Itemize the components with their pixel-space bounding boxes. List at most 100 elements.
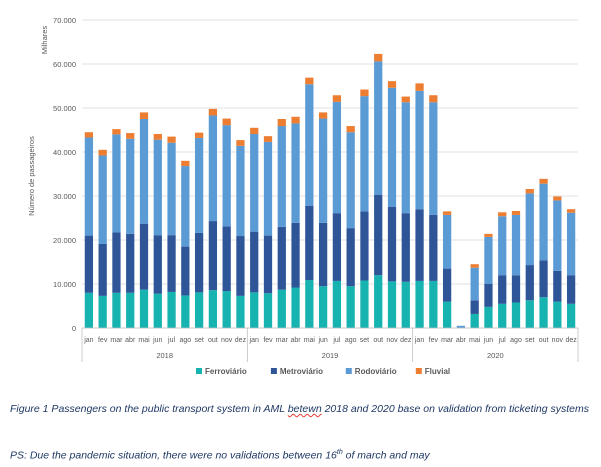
bar-segment-ferrovirio: [484, 306, 493, 328]
bar-segment-fluvial: [139, 112, 149, 119]
x-tick-label: dez: [235, 337, 247, 344]
bar-segment-rodovirio: [429, 102, 438, 215]
bar-segment-rodovirio: [167, 142, 176, 236]
legend-label: Rodoviário: [355, 367, 397, 376]
bar-segment-ferrovirio: [139, 289, 149, 328]
bar-segment-ferrovirio: [387, 281, 397, 328]
bar-segment-rodovirio: [98, 155, 107, 244]
bar-segment-rodovirio: [250, 133, 259, 232]
bar-segment-rodovirio: [566, 212, 576, 276]
bar-segment-fluvial: [525, 188, 534, 194]
axes: 0 10.000 20.000 30.000 40.000 50.000 60.000 70.…: [53, 16, 579, 362]
x-tick-label: set: [525, 337, 534, 344]
x-tick-label: fev: [263, 337, 273, 344]
bar-segment-rodovirio: [511, 214, 521, 276]
bar-segment-metrovirio: [415, 209, 424, 281]
bar-segment-metrovirio: [126, 233, 135, 293]
bar-segment-ferrovirio: [318, 286, 328, 328]
bar-segment-fluvial: [442, 211, 452, 215]
x-tick-label: fev: [98, 337, 108, 344]
bar-segment-ferrovirio: [566, 303, 576, 328]
bar-segment-ferrovirio: [374, 275, 383, 328]
bar-segment-fluvial: [208, 108, 218, 116]
bar-segment-metrovirio: [525, 265, 534, 301]
bar-segment-metrovirio: [250, 231, 259, 293]
y-tick-label: 50.000: [53, 104, 76, 113]
year-label: 2020: [487, 351, 504, 360]
x-tick-label: jan: [83, 337, 93, 344]
bar-segment-metrovirio: [332, 213, 342, 281]
bar-segment-metrovirio: [236, 236, 245, 296]
y-tick-label: 0: [72, 324, 76, 333]
bar-segment-metrovirio: [139, 223, 149, 290]
legend: Ferroviário Metroviário Rodoviário Fluvial: [196, 367, 450, 376]
bar-segment-rodovirio: [291, 123, 300, 223]
bar-segment-rodovirio: [415, 90, 424, 210]
bar-segment-rodovirio: [277, 126, 286, 227]
bar-segment-rodovirio: [374, 61, 383, 195]
bar-segment-rodovirio: [498, 216, 507, 276]
x-tick-label: ago: [510, 337, 522, 344]
bar-segment-rodovirio: [346, 132, 355, 229]
bar-segment-rodovirio: [525, 193, 534, 266]
bar-segment-fluvial: [498, 212, 507, 217]
y-axis-unit: Milhares: [40, 26, 49, 55]
bar-segment-fluvial: [539, 178, 548, 184]
x-tick-label: fev: [429, 337, 439, 344]
caption-misspelled-word: betewn: [287, 403, 322, 415]
bar-segment-fluvial: [566, 209, 576, 213]
bar-segment-metrovirio: [167, 235, 176, 292]
year-label: 2018: [156, 351, 173, 360]
bar-segment-ferrovirio: [360, 280, 369, 328]
x-tick-label: jul: [332, 337, 340, 344]
bar-segment-rodovirio: [181, 166, 190, 247]
legend-label: Ferroviário: [205, 367, 247, 376]
bar-segment-metrovirio: [208, 221, 218, 291]
bar-segment-ferrovirio: [401, 281, 410, 328]
bar-segment-metrovirio: [305, 205, 314, 281]
x-tick-label: abr: [125, 337, 136, 344]
x-tick-label: jan: [414, 337, 424, 344]
bar-segment-metrovirio: [346, 228, 355, 287]
bar-segment-fluvial: [332, 95, 342, 102]
bar-segment-metrovirio: [374, 194, 383, 276]
bar-segment-rodovirio: [442, 214, 452, 269]
stacked-bar-chart: 0 10.000 20.000 30.000 40.000 50.000 60.000 70.…: [27, 16, 579, 376]
bar-segment-ferrovirio: [98, 295, 107, 328]
bar-segment-ferrovirio: [442, 301, 452, 328]
x-tick-label: mai: [469, 337, 481, 344]
legend-label: Fluvial: [425, 367, 450, 376]
bar-segment-metrovirio: [401, 213, 410, 282]
bar-segment-metrovirio: [539, 260, 548, 298]
figure-caption: Figure 1 Passengers on the public transp…: [10, 402, 590, 416]
bar-segment-fluvial: [553, 196, 562, 201]
x-tick-label: dez: [400, 337, 412, 344]
x-tick-label: set: [360, 337, 369, 344]
bar-segment-rodovirio: [401, 102, 410, 214]
bar-segment-ferrovirio: [181, 295, 190, 328]
bar-segment-ferrovirio: [415, 280, 424, 328]
bar-segment-metrovirio: [153, 235, 162, 294]
bar-segment-ferrovirio: [291, 287, 300, 328]
bar-segment-rodovirio: [539, 183, 548, 261]
bar-segment-rodovirio: [236, 145, 245, 237]
x-tick-label: nov: [552, 337, 564, 344]
bar-segment-ferrovirio: [553, 301, 562, 328]
bar-segment-fluvial: [126, 133, 135, 139]
bar-segment-fluvial: [415, 83, 424, 91]
x-tick-label: out: [373, 337, 383, 344]
legend-label: Metroviário: [280, 367, 323, 376]
ps-note: PS: Due the pandemic situation, there we…: [10, 446, 590, 463]
bar-segment-ferrovirio: [539, 297, 548, 328]
bar-segment-rodovirio: [360, 96, 369, 212]
bar-segment-rodovirio: [305, 84, 314, 206]
bar-segment-ferrovirio: [263, 293, 273, 328]
bar-segment-ferrovirio: [112, 292, 121, 328]
legend-swatch: [345, 368, 352, 374]
bar-segment-ferrovirio: [470, 313, 479, 328]
bar-segment-metrovirio: [112, 232, 121, 293]
ps-prefix: PS: Due the pandemic situation, there we…: [10, 449, 337, 462]
bar-segment-rodovirio: [484, 236, 493, 284]
y-tick-label: 10.000: [53, 280, 76, 289]
bar-segment-ferrovirio: [250, 292, 259, 328]
